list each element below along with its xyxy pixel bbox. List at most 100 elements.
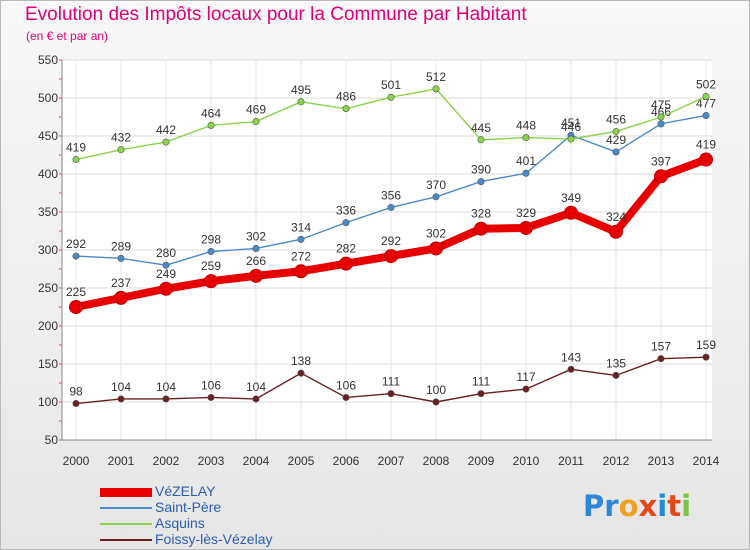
data-point <box>342 105 350 113</box>
x-tick-label: 2005 <box>288 454 315 468</box>
data-label: 298 <box>201 233 221 247</box>
y-tick-label: 200 <box>38 319 58 333</box>
y-tick-label: 550 <box>38 53 58 67</box>
data-point <box>387 203 395 211</box>
data-point <box>297 235 305 243</box>
data-point <box>612 148 620 156</box>
data-label: 138 <box>291 354 311 368</box>
x-tick-label: 2004 <box>243 454 270 468</box>
data-label: 475 <box>651 98 671 112</box>
data-label: 419 <box>696 138 716 152</box>
data-point <box>609 224 623 239</box>
data-point <box>342 393 350 401</box>
data-label: 111 <box>472 375 491 389</box>
data-point <box>114 290 128 305</box>
data-label: 429 <box>606 133 626 147</box>
data-point <box>567 365 575 373</box>
data-label: 356 <box>381 188 401 202</box>
y-tick-label: 150 <box>38 357 58 371</box>
data-label: 451 <box>561 116 581 130</box>
data-label: 401 <box>516 154 536 168</box>
data-label: 464 <box>201 106 221 120</box>
data-label: 259 <box>201 259 221 273</box>
data-point <box>654 169 668 184</box>
data-point <box>474 221 488 236</box>
data-label: 289 <box>111 239 131 253</box>
x-tick-label: 2009 <box>468 454 495 468</box>
data-point <box>162 395 170 403</box>
data-label: 143 <box>561 350 581 364</box>
data-label: 512 <box>426 70 446 84</box>
data-point <box>612 371 620 379</box>
data-point <box>564 205 578 220</box>
x-tick-label: 2013 <box>648 454 675 468</box>
data-label: 432 <box>111 131 131 145</box>
data-point <box>657 113 665 121</box>
data-point <box>252 244 260 252</box>
legend-swatch <box>100 523 152 525</box>
chart-subtitle: (en € et par an) <box>26 29 109 43</box>
data-label: 272 <box>291 249 311 263</box>
data-label: 324 <box>606 210 626 224</box>
data-point <box>342 219 350 227</box>
legend-swatch <box>100 487 152 497</box>
data-point <box>162 261 170 269</box>
data-point <box>249 268 263 283</box>
data-label: 456 <box>606 112 626 126</box>
data-point <box>387 93 395 101</box>
data-point <box>522 134 530 142</box>
data-point <box>72 400 80 408</box>
data-label: 448 <box>516 119 536 133</box>
data-point <box>657 355 665 363</box>
y-tick-label: 450 <box>38 129 58 143</box>
data-label: 328 <box>471 207 491 221</box>
x-tick-label: 2000 <box>63 454 90 468</box>
data-point <box>117 395 125 403</box>
data-label: 349 <box>561 191 581 205</box>
data-label: 104 <box>246 380 266 394</box>
data-label: 159 <box>696 338 716 352</box>
data-label: 225 <box>66 285 86 299</box>
data-point <box>384 249 398 264</box>
data-point <box>72 252 80 260</box>
data-point <box>702 353 710 361</box>
x-tick-label: 2014 <box>693 454 720 468</box>
data-label: 486 <box>336 90 356 104</box>
legend-label: Saint-Père <box>155 499 222 515</box>
data-point <box>72 156 80 164</box>
data-point <box>699 152 713 167</box>
data-label: 445 <box>471 121 491 135</box>
data-label: 390 <box>471 163 491 177</box>
legend-label: Foissy-lès-Vézelay <box>155 531 273 547</box>
data-point <box>429 241 443 256</box>
data-label: 292 <box>381 234 401 248</box>
data-point <box>204 274 218 289</box>
data-point <box>477 390 485 398</box>
data-label: 249 <box>156 267 176 281</box>
y-tick-label: 250 <box>38 281 58 295</box>
data-point <box>522 169 530 177</box>
x-tick-label: 2010 <box>513 454 540 468</box>
x-tick-label: 2007 <box>378 454 405 468</box>
data-point <box>207 393 215 401</box>
x-tick-label: 2006 <box>333 454 360 468</box>
y-tick-label: 500 <box>38 91 58 105</box>
data-point <box>387 390 395 398</box>
data-point <box>432 85 440 93</box>
data-label: 292 <box>66 237 86 251</box>
proxiti-logo: Proxiti <box>583 489 692 523</box>
data-label: 237 <box>111 276 131 290</box>
data-point <box>252 395 260 403</box>
data-point <box>252 118 260 126</box>
x-tick-label: 2011 <box>558 454 584 468</box>
data-point <box>702 111 710 119</box>
data-label: 336 <box>336 204 356 218</box>
data-point <box>522 385 530 393</box>
data-point <box>657 120 665 128</box>
legend-label: VéZELAY <box>155 483 216 499</box>
data-label: 98 <box>69 385 83 399</box>
data-label: 446 <box>561 120 581 134</box>
data-point <box>117 254 125 262</box>
legend-swatch <box>100 507 152 509</box>
